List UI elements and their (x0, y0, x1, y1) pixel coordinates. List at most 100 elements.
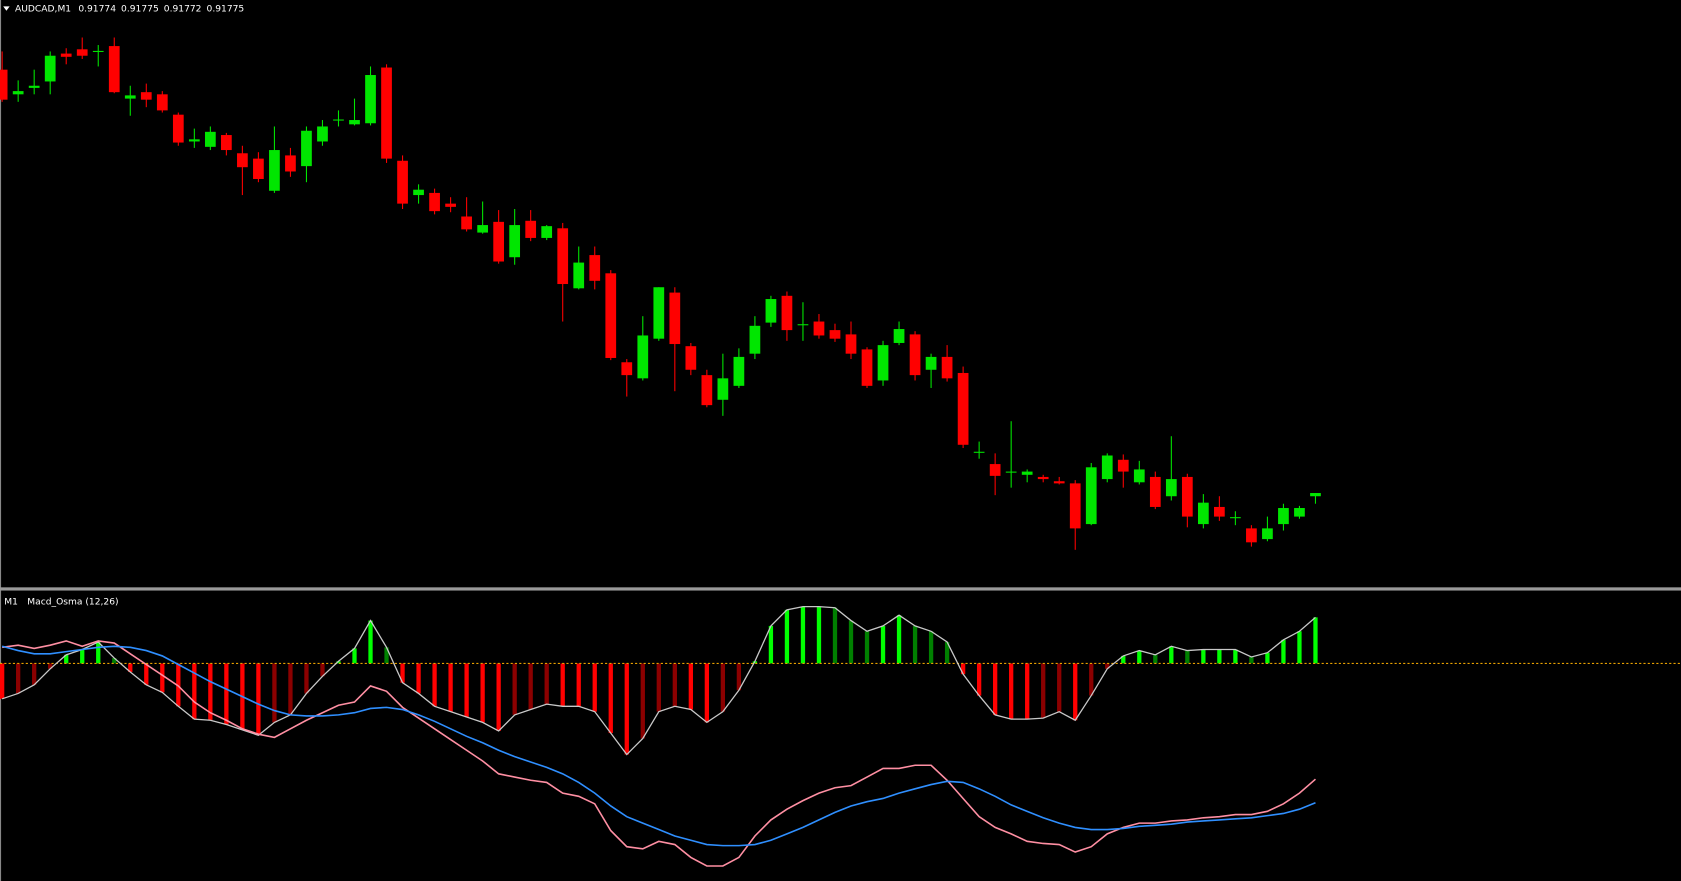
histogram-bar (80, 649, 85, 664)
candle-body (909, 334, 921, 376)
candle-body (957, 372, 969, 445)
symbol: AUDCAD,M1 (15, 4, 71, 14)
histogram-bar (1249, 656, 1254, 664)
histogram-bar (496, 663, 501, 731)
histogram-bar (256, 663, 261, 736)
candle-body (589, 255, 601, 281)
histogram-bar (1009, 663, 1014, 720)
histogram-bar (1201, 649, 1206, 664)
candle-body (813, 321, 825, 336)
histogram-bar (528, 663, 533, 710)
histogram-bar (720, 663, 726, 712)
candle-body (1197, 502, 1209, 525)
candle-body (188, 139, 200, 142)
histogram-bar (736, 663, 742, 691)
candle-body (269, 150, 280, 191)
histogram-bar (432, 663, 437, 707)
histogram-bar (368, 620, 373, 664)
candle-body (781, 295, 793, 331)
histogram-bar (32, 663, 37, 685)
histogram-bar (656, 663, 661, 712)
candle-body (1246, 528, 1257, 543)
histogram-bar (1137, 650, 1142, 664)
histogram-bar (880, 625, 886, 664)
candle-body (365, 75, 376, 124)
candle-body (765, 299, 777, 323)
histogram-bar (592, 663, 597, 712)
candle-body (973, 451, 985, 453)
candle-body (413, 189, 424, 196)
candle-body (429, 192, 440, 212)
candle-body (877, 345, 889, 381)
histogram-bar (864, 631, 870, 664)
candle-body (349, 120, 360, 125)
histogram-bar (1297, 631, 1302, 664)
histogram-bar (288, 663, 293, 715)
candle-body (333, 119, 344, 121)
histogram-bar (112, 658, 117, 664)
candle-body (285, 155, 296, 172)
histogram-bar (1281, 639, 1286, 664)
candle-body (28, 85, 40, 88)
histogram-bar (224, 663, 229, 725)
histogram-bar (816, 606, 822, 664)
candle-body (76, 49, 88, 56)
histogram-bar (64, 654, 69, 664)
candle-body (669, 292, 681, 345)
candle-body (108, 46, 120, 93)
histogram-bar (1121, 655, 1126, 664)
candle-body (253, 158, 264, 179)
histogram-bar (544, 663, 549, 705)
candle-body (557, 228, 569, 285)
quote-open: 0.91774 (78, 4, 116, 14)
candle-body (1294, 508, 1305, 517)
candle-body (1037, 476, 1049, 480)
histogram-bar (1105, 663, 1110, 669)
candle-body (1181, 476, 1193, 517)
menu-triangle[interactable] (3, 6, 10, 11)
histogram-bar (576, 663, 581, 707)
candle-body (381, 67, 392, 159)
panel-separator (0, 587, 1681, 591)
candle-body (477, 225, 488, 233)
histogram-bar (976, 663, 982, 696)
candle-body (1214, 506, 1225, 517)
histogram-bar (1265, 652, 1270, 664)
histogram-bar (480, 663, 485, 723)
candle-body (1117, 459, 1129, 472)
histogram-bar (448, 663, 453, 712)
candle-body (60, 53, 72, 57)
histogram-bar (512, 663, 517, 715)
histogram-bar (688, 663, 693, 710)
histogram-bar (304, 663, 309, 694)
candle-body (221, 135, 232, 151)
candle-body (1005, 471, 1017, 473)
histogram-bar (96, 641, 101, 664)
candle-body (172, 114, 184, 143)
histogram-bar (768, 625, 774, 664)
histogram-bar (16, 663, 21, 694)
candle-body (797, 324, 809, 326)
candle-body (445, 203, 456, 207)
histogram-bar (608, 663, 613, 734)
histogram-bar (416, 663, 421, 694)
histogram-bar (832, 607, 838, 664)
candle-body (717, 378, 729, 400)
candle-body (861, 349, 873, 386)
chart-header: AUDCAD,M1 0.91774 0.91775 0.91772 0.9177… (15, 4, 244, 14)
candle-body (317, 126, 328, 142)
histogram-bar (1169, 646, 1174, 664)
histogram-bar (800, 606, 806, 664)
histogram-bar (336, 661, 341, 664)
histogram-bar (0, 663, 5, 699)
candle-body (1149, 476, 1161, 507)
histogram-bar (464, 663, 469, 718)
histogram-bar (1073, 663, 1078, 721)
histogram-outline (1, 605, 1316, 756)
histogram-bar (144, 663, 149, 685)
candle-body (1165, 479, 1177, 497)
candle-body (1021, 471, 1033, 475)
histogram-bar (384, 647, 389, 664)
quote-close: 0.91775 (207, 4, 245, 14)
